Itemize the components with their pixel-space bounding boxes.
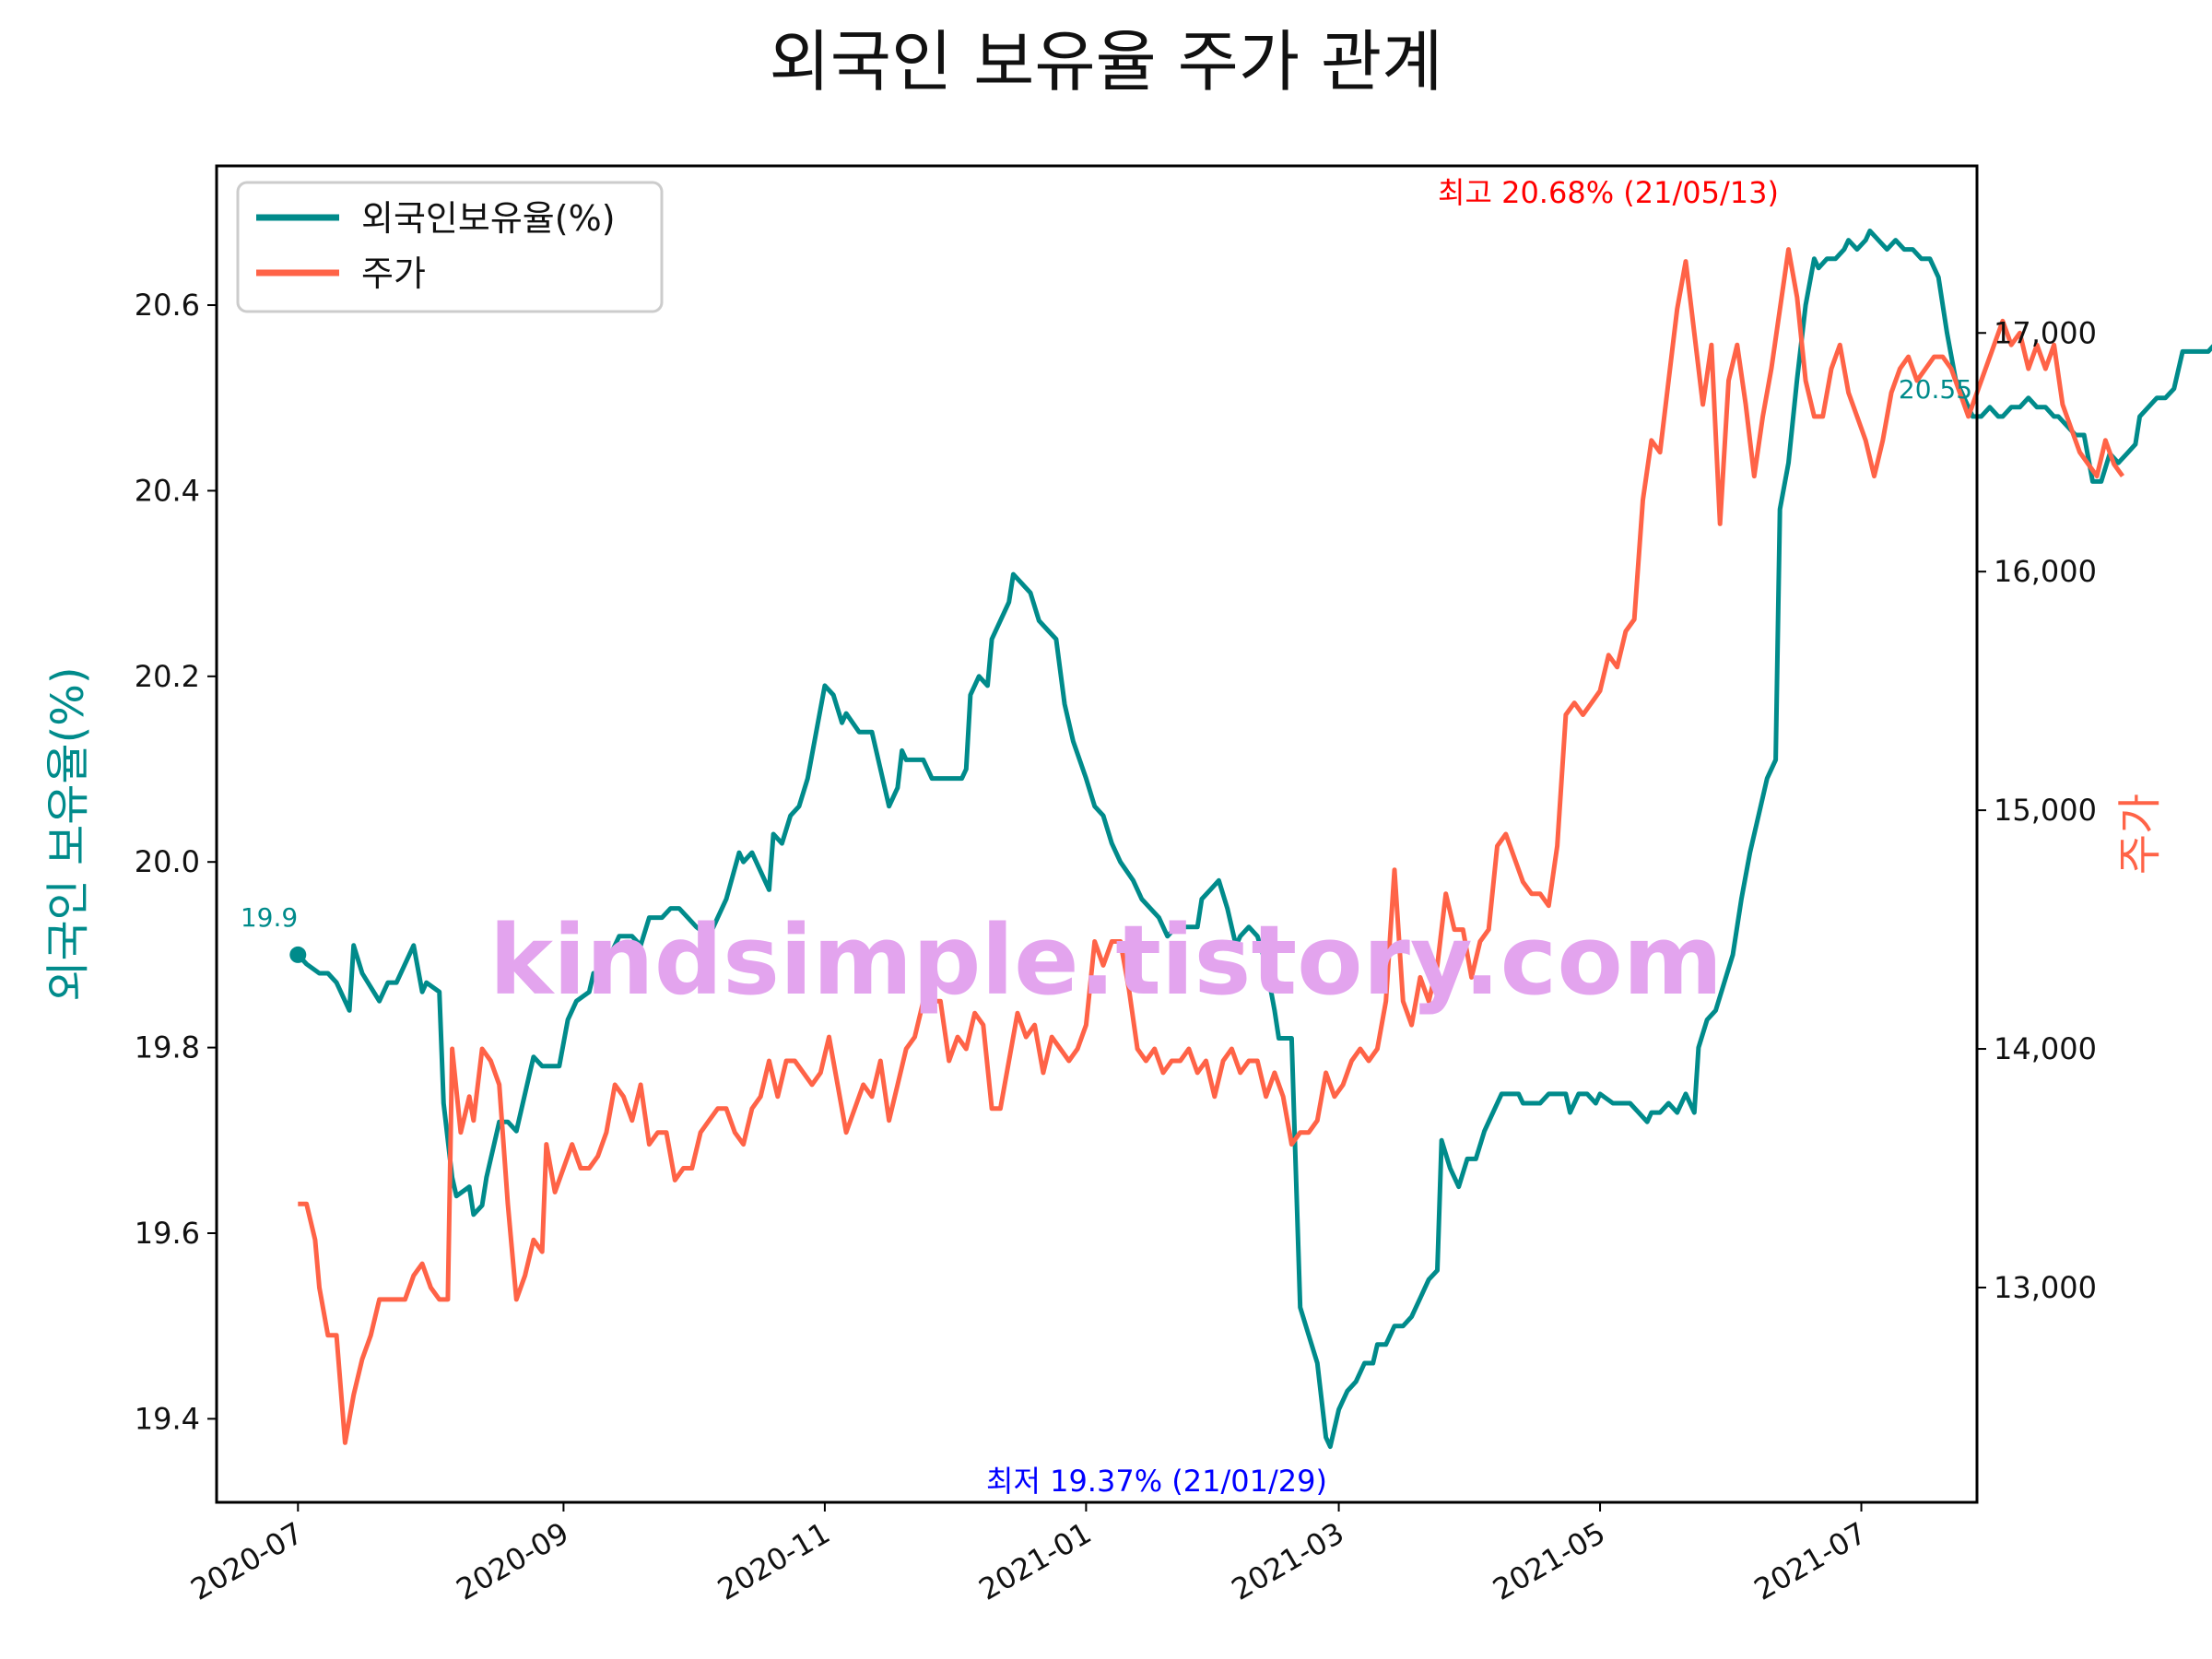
left-tick-label: 20.6 — [135, 288, 200, 323]
end-value-label: 20.55 — [1899, 374, 1972, 405]
left-axis-label: 외국인 보유율(%) — [42, 666, 94, 1001]
start-value-label: 19.9 — [241, 902, 298, 933]
left-tick-label: 19.4 — [135, 1401, 200, 1436]
start-marker — [289, 946, 307, 963]
plot-frame — [215, 164, 1979, 1504]
right-tick-label: 15,000 — [1994, 793, 2097, 828]
right-tick-label: 16,000 — [1994, 554, 2097, 589]
right-axis-label: 주가 — [2114, 794, 2166, 875]
legend-box — [236, 181, 664, 313]
right-axis: 13,000 14,000 15,000 16,000 17,000 — [1977, 315, 2097, 1305]
left-tick-label: 19.8 — [135, 1030, 200, 1065]
right-tick-label: 13,000 — [1994, 1270, 2097, 1305]
left-tick-label: 20.2 — [135, 659, 200, 694]
max-annotation: 최고 20.68% (21/05/13) — [1438, 175, 1779, 210]
legend-label-price: 주가 — [361, 253, 426, 294]
left-tick-label: 20.0 — [135, 844, 200, 879]
legend-label-holding: 외국인보유율(%) — [361, 198, 616, 239]
legend: 외국인보유율(%) 주가 — [236, 181, 664, 313]
right-tick-label: 17,000 — [1994, 315, 2097, 350]
left-tick-label: 19.6 — [135, 1216, 200, 1251]
chart-title: 외국인 보유율 주가 관계 — [769, 23, 1442, 100]
left-axis: 19.4 19.6 19.8 20.0 20.2 20.4 20.6 — [135, 288, 217, 1436]
min-annotation: 최저 19.37% (21/01/29) — [986, 1464, 1327, 1499]
left-tick-label: 20.4 — [135, 473, 200, 508]
series-line-holding — [296, 229, 2212, 1450]
plot-layer — [289, 229, 2212, 1450]
series-line-price — [298, 247, 2125, 1445]
right-tick-label: 14,000 — [1994, 1031, 2097, 1066]
watermark: kindsimple.tistory.com — [489, 904, 1723, 1017]
annotation-layer: 19.9 20.55 최고 20.68% (21/05/13) 최저 19.37… — [241, 175, 1972, 1499]
